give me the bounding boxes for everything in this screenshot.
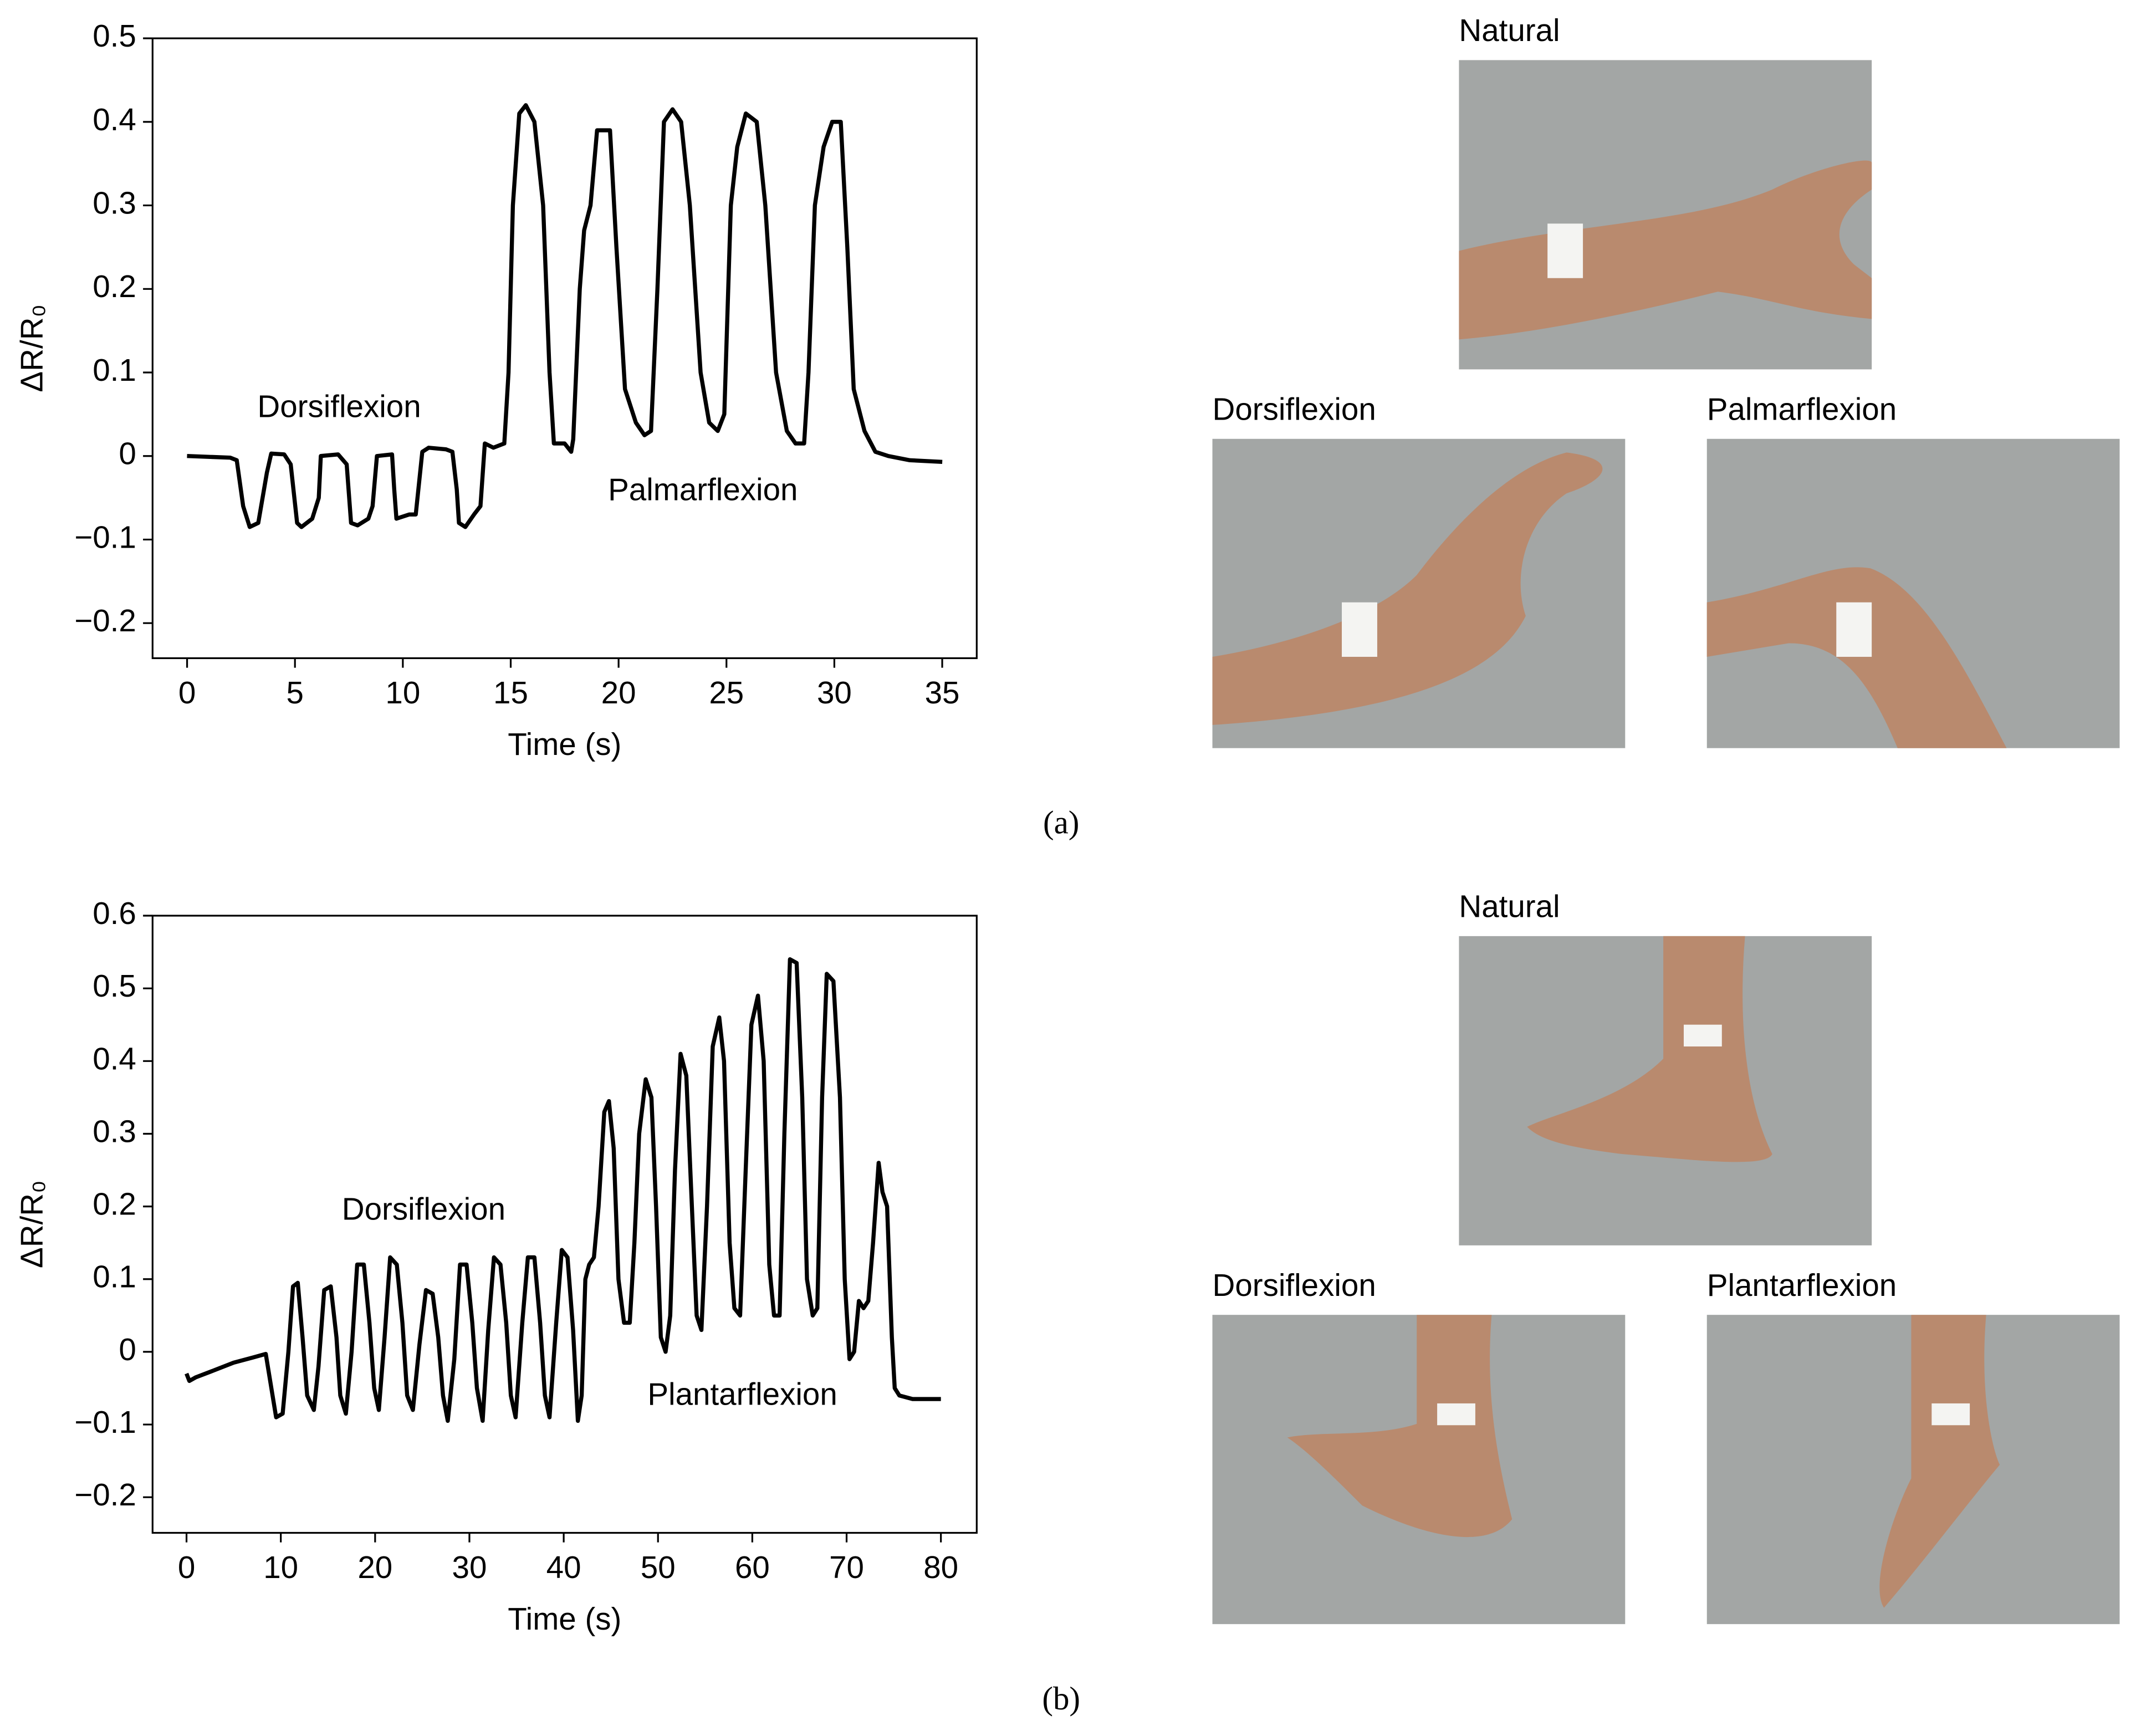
x-tick-label: 50: [641, 1550, 676, 1585]
x-tick-label: 10: [263, 1550, 298, 1585]
photo-foot: [1527, 936, 1772, 1162]
plot-frame: [151, 915, 978, 1534]
x-tick-label: 30: [452, 1550, 487, 1585]
y-tick-label: 0.6: [93, 896, 136, 931]
photo-sensor: [1836, 602, 1872, 657]
photo: [1706, 1315, 2120, 1625]
x-tick-label: 35: [925, 675, 960, 710]
y-tick-label: −0.1: [74, 1405, 136, 1439]
photo-label: Natural: [1459, 13, 1560, 48]
photo-sensor: [1342, 602, 1377, 657]
y-axis-label: ΔR/R₀: [14, 304, 49, 392]
photo: [1459, 936, 1872, 1245]
data-line: [187, 103, 943, 529]
photo: [1212, 1315, 1626, 1625]
x-axis-label: Time (s): [508, 1601, 621, 1636]
x-tick-label: 10: [385, 675, 420, 710]
x-tick-label: 80: [923, 1550, 958, 1585]
y-tick-label: −0.2: [74, 603, 136, 638]
x-tick-label: 20: [357, 1550, 392, 1585]
annotation: Plantarflexion: [647, 1377, 837, 1412]
photo-arm-up: [1212, 452, 1603, 725]
photo: [1212, 438, 1626, 748]
x-tick-label: 40: [546, 1550, 581, 1585]
photo-sensor: [1547, 223, 1583, 278]
y-tick-label: 0.5: [93, 968, 136, 1003]
photo-foot-down: [1879, 1315, 2000, 1608]
x-tick-label: 5: [286, 675, 303, 710]
photo-label: Dorsiflexion: [1213, 1268, 1376, 1303]
photo-foot-up: [1287, 1315, 1512, 1538]
plot-frame: [151, 37, 978, 660]
annotation: Palmarflexion: [608, 472, 798, 507]
y-tick-label: 0.3: [93, 1114, 136, 1148]
photo-arm: [1459, 160, 1872, 340]
photo-sensor: [1683, 1024, 1722, 1046]
y-tick-label: 0.3: [93, 186, 136, 221]
photo-label: Plantarflexion: [1707, 1268, 1897, 1303]
photo: [1459, 60, 1872, 370]
photo-label: Palmarflexion: [1707, 392, 1897, 427]
photo-sensor: [1931, 1403, 1970, 1426]
photo-label: Natural: [1459, 889, 1560, 924]
panel-label: (a): [1043, 804, 1079, 840]
y-tick-label: 0.4: [93, 102, 136, 137]
photo-label: Dorsiflexion: [1213, 392, 1376, 427]
data-line: [185, 957, 941, 1423]
y-tick-label: 0: [119, 436, 136, 471]
x-tick-label: 0: [178, 1550, 195, 1585]
annotation: Dorsiflexion: [342, 1191, 505, 1226]
photo: [1706, 438, 2120, 748]
x-axis-label: Time (s): [508, 727, 621, 762]
y-axis-label: ΔR/R₀: [14, 1180, 49, 1268]
photo-arm-down: [1706, 567, 2007, 748]
y-tick-label: 0: [119, 1332, 136, 1367]
y-tick-label: −0.2: [74, 1477, 136, 1512]
y-tick-label: 0.2: [93, 1187, 136, 1222]
y-tick-label: 0.1: [93, 1259, 136, 1294]
x-tick-label: 0: [178, 675, 196, 710]
x-tick-label: 60: [735, 1550, 770, 1585]
y-tick-label: 0.5: [93, 18, 136, 53]
x-tick-label: 25: [709, 675, 744, 710]
y-tick-label: 0.1: [93, 353, 136, 387]
panel-label: (b): [1042, 1680, 1080, 1717]
y-tick-label: 0.4: [93, 1041, 136, 1076]
x-tick-label: 15: [493, 675, 528, 710]
x-tick-label: 30: [817, 675, 852, 710]
y-tick-label: 0.2: [93, 269, 136, 304]
annotation: Dorsiflexion: [257, 389, 421, 424]
photo-sensor: [1437, 1403, 1475, 1426]
x-tick-label: 20: [601, 675, 636, 710]
y-tick-label: −0.1: [74, 519, 136, 554]
x-tick-label: 70: [829, 1550, 864, 1585]
